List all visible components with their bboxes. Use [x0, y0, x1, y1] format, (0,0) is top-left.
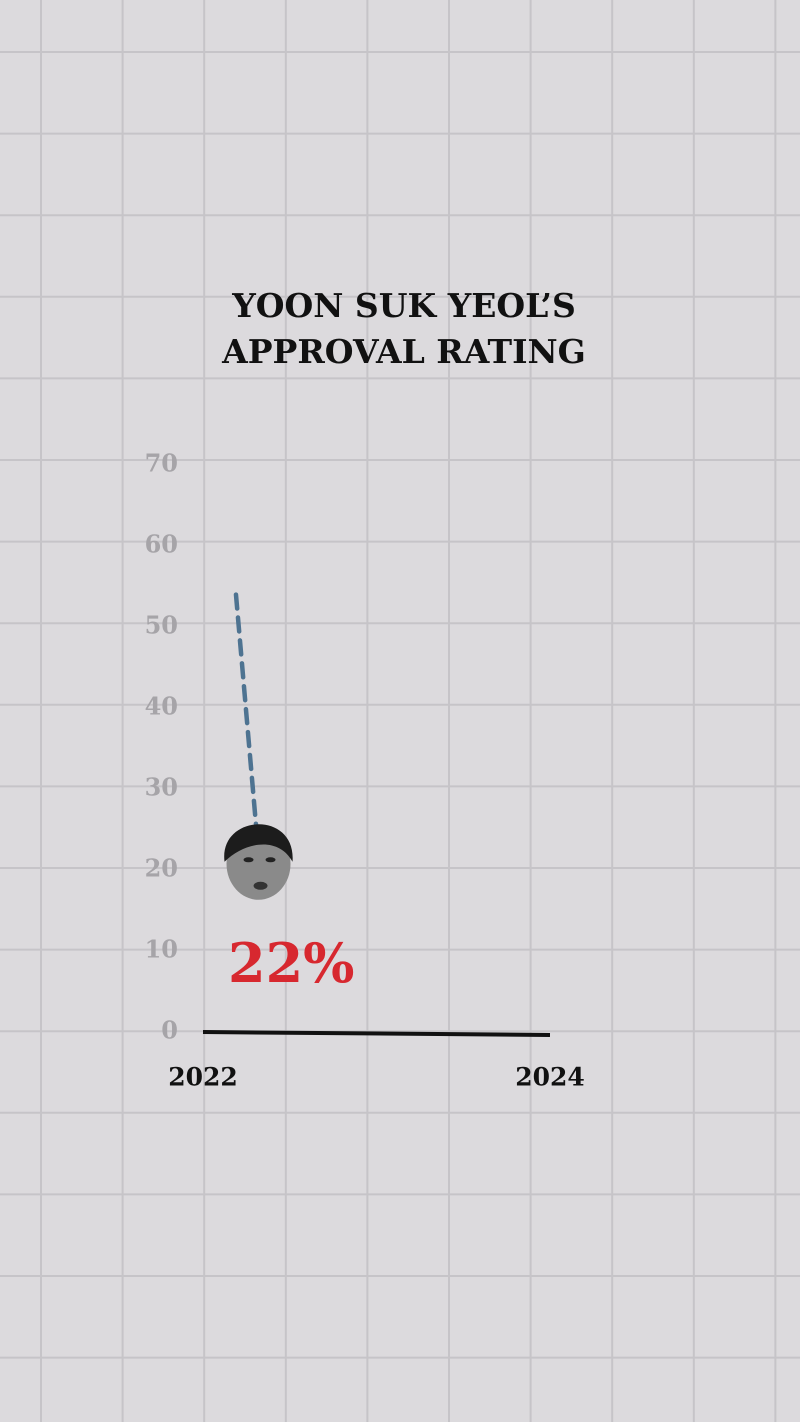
- value-label: 22%: [228, 931, 354, 995]
- y-tick-label: 10: [145, 935, 178, 964]
- y-tick-label: 0: [161, 1016, 178, 1045]
- y-tick-label: 30: [145, 773, 178, 802]
- data-line: [233, 592, 261, 857]
- chart-title: APPROVAL RATING: [221, 332, 586, 371]
- y-tick-label: 50: [145, 611, 178, 640]
- head-marker: [224, 824, 293, 900]
- mouth: [253, 881, 268, 890]
- x-tick-label: 2024: [515, 1063, 585, 1092]
- hair: [224, 824, 293, 862]
- chart-title: YOON SUK YEOL’S: [231, 286, 576, 325]
- y-tick-label: 40: [145, 692, 178, 721]
- y-tick-label: 70: [145, 449, 178, 478]
- y-tick-label: 20: [145, 854, 178, 883]
- eye: [265, 857, 276, 863]
- eye: [243, 857, 254, 863]
- y-tick-label: 60: [145, 530, 178, 559]
- x-tick-label: 2022: [168, 1063, 238, 1092]
- x-axis-line: [202, 1030, 551, 1037]
